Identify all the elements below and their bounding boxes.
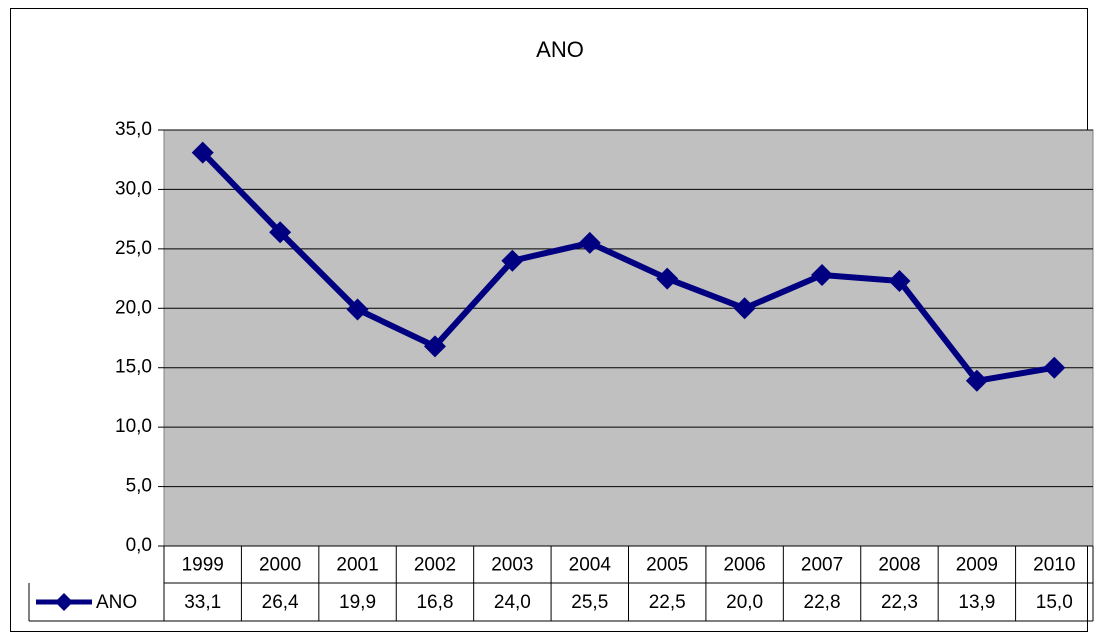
table-value: 24,0 xyxy=(494,592,531,613)
table-value: 19,9 xyxy=(339,592,376,613)
marker xyxy=(811,264,834,287)
series-line xyxy=(200,150,1055,384)
x-tick-label: 2009 xyxy=(956,555,998,576)
chart-title: ANO xyxy=(536,37,584,62)
x-tick-label: 2010 xyxy=(1033,555,1075,576)
x-tick-label: 1999 xyxy=(182,555,224,576)
table-value: 15,0 xyxy=(1036,592,1073,613)
legend-marker xyxy=(55,593,73,611)
x-tick-label: 2003 xyxy=(491,555,533,576)
table-value: 26,4 xyxy=(262,592,299,613)
y-tick-label: 30,0 xyxy=(115,178,152,199)
y-tick-label: 25,0 xyxy=(115,238,152,259)
marker xyxy=(423,335,446,358)
y-tick-label: 0,0 xyxy=(126,535,152,556)
x-tick-label: 2004 xyxy=(569,555,612,576)
marker xyxy=(191,141,214,164)
marker xyxy=(501,249,524,272)
marker xyxy=(733,297,756,320)
x-tick-label: 2008 xyxy=(878,555,920,576)
marker xyxy=(888,269,911,292)
table-value: 22,5 xyxy=(649,592,686,613)
marker xyxy=(656,267,679,290)
marker xyxy=(1043,356,1066,379)
x-tick-label: 2001 xyxy=(336,555,378,576)
table-value: 16,8 xyxy=(416,592,453,613)
marker xyxy=(269,221,292,244)
x-tick-label: 2007 xyxy=(801,555,843,576)
y-tick-label: 35,0 xyxy=(115,119,152,140)
table-value: 25,5 xyxy=(571,592,608,613)
marker xyxy=(965,369,988,392)
plot-area xyxy=(163,129,1094,547)
x-tick-label: 2006 xyxy=(723,555,765,576)
y-tick-label: 15,0 xyxy=(115,357,152,378)
table-value: 33,1 xyxy=(184,592,221,613)
table-value: 22,3 xyxy=(881,592,918,613)
marker xyxy=(578,231,601,254)
y-tick-label: 10,0 xyxy=(115,416,152,437)
legend-label: ANO xyxy=(96,592,137,613)
y-tick-label: 5,0 xyxy=(126,476,152,497)
table-value: 13,9 xyxy=(958,592,995,613)
table-value: 22,8 xyxy=(804,592,841,613)
y-tick-label: 20,0 xyxy=(115,297,152,318)
marker xyxy=(346,298,369,321)
table-value: 20,0 xyxy=(726,592,763,613)
x-tick-label: 2000 xyxy=(259,555,301,576)
x-tick-label: 2002 xyxy=(414,555,456,576)
x-tick-label: 2005 xyxy=(646,555,688,576)
